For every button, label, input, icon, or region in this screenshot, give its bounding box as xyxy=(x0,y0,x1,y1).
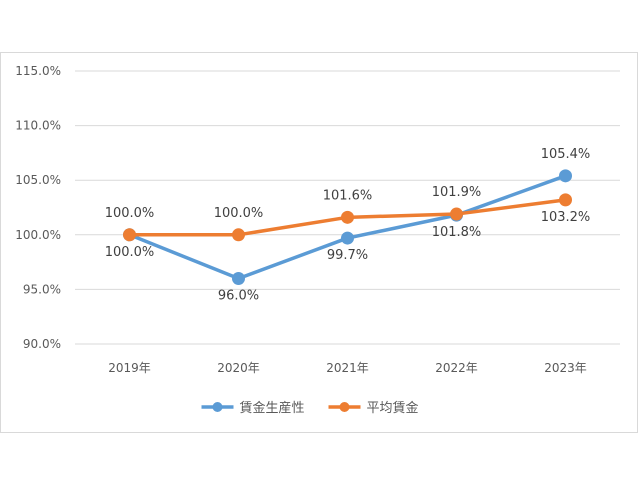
x-tick-label: 2020年 xyxy=(217,361,260,375)
series-layer xyxy=(123,169,572,285)
data-label: 100.0% xyxy=(105,206,155,221)
chart-frame xyxy=(0,52,638,433)
legend-marker-1 xyxy=(212,402,223,412)
data-label: 103.2% xyxy=(541,210,591,225)
series-2-point xyxy=(341,210,354,224)
data-label: 105.4% xyxy=(541,147,591,162)
y-tick-label: 100.0% xyxy=(15,228,61,242)
series-2-point xyxy=(123,228,136,242)
x-tick-label: 2021年 xyxy=(326,361,369,375)
series-2-point xyxy=(559,193,572,207)
y-tick-label: 110.0% xyxy=(15,119,61,133)
legend: 賃金生産性 平均賃金 xyxy=(201,400,419,416)
data-labels: 100.0% 96.0% 99.7% 101.8% 105.4% 100.0% 100.0%… xyxy=(105,147,591,304)
data-label: 100.0% xyxy=(105,245,155,260)
series-1-point xyxy=(341,231,354,245)
y-tick-label: 95.0% xyxy=(23,282,61,296)
series-2-point xyxy=(232,228,245,242)
data-label: 96.0% xyxy=(218,288,259,303)
data-label: 99.7% xyxy=(327,248,368,263)
x-tick-label: 2022年 xyxy=(435,361,478,375)
series-2-point xyxy=(450,207,463,221)
data-label: 101.6% xyxy=(323,188,373,203)
gridlines xyxy=(75,70,620,345)
y-tick-label: 90.0% xyxy=(23,337,61,351)
series-1-point xyxy=(559,169,572,183)
y-axis-ticks: 90.0% 95.0% 100.0% 105.0% 110.0% 115.0% xyxy=(15,64,61,351)
data-label: 101.8% xyxy=(432,225,482,240)
x-tick-label: 2019年 xyxy=(108,361,151,375)
data-label: 101.9% xyxy=(432,185,482,200)
data-label: 100.0% xyxy=(214,206,264,221)
legend-label-2: 平均賃金 xyxy=(367,400,419,416)
legend-marker-2 xyxy=(339,402,350,412)
series-1-point xyxy=(232,271,245,285)
x-axis-ticks: 2019年 2020年 2021年 2022年 2023年 xyxy=(108,361,587,375)
legend-label-1: 賃金生産性 xyxy=(240,400,305,416)
y-tick-label: 115.0% xyxy=(15,64,61,78)
x-tick-label: 2023年 xyxy=(544,361,587,375)
y-tick-label: 105.0% xyxy=(15,173,61,187)
